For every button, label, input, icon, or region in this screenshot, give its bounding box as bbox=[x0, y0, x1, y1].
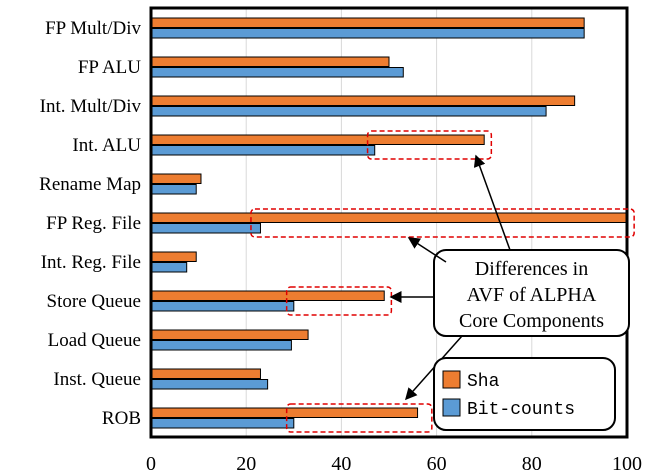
bar-bit-counts bbox=[150, 145, 376, 156]
bar-sha bbox=[150, 212, 628, 223]
bar-sha bbox=[150, 95, 576, 106]
legend-swatch bbox=[442, 370, 461, 389]
bar-sha bbox=[150, 290, 385, 301]
x-tick-label: 80 bbox=[522, 453, 542, 474]
bar-sha bbox=[150, 56, 390, 67]
category-label: FP Reg. File bbox=[46, 213, 141, 234]
bar-sha bbox=[150, 407, 419, 418]
x-tick-label: 100 bbox=[612, 453, 642, 474]
bar-bit-counts bbox=[150, 28, 585, 39]
bar-bit-counts bbox=[150, 106, 547, 117]
category-label: Int. Reg. File bbox=[41, 252, 141, 273]
bar-bit-counts bbox=[150, 418, 295, 429]
category-label: Load Queue bbox=[48, 330, 141, 351]
bar-bit-counts bbox=[150, 67, 404, 78]
annotation-line: Core Components bbox=[459, 310, 604, 332]
highlight-box bbox=[285, 403, 433, 433]
x-tick-label: 0 bbox=[146, 453, 156, 474]
bar-bit-counts bbox=[150, 184, 197, 195]
bar-sha bbox=[150, 368, 261, 379]
annotation-line: Differences in bbox=[475, 258, 588, 280]
bar-bit-counts bbox=[150, 379, 269, 390]
highlight-box bbox=[366, 130, 493, 160]
x-tick-label: 20 bbox=[236, 453, 256, 474]
category-label: Store Queue bbox=[47, 291, 141, 312]
bar-bit-counts bbox=[150, 301, 295, 312]
legend-swatch bbox=[442, 398, 461, 417]
category-label: ROB bbox=[102, 408, 141, 429]
annotation-box bbox=[433, 249, 630, 337]
bar-sha bbox=[150, 251, 197, 262]
bar-bit-counts bbox=[150, 262, 188, 273]
highlight-box bbox=[250, 208, 635, 238]
category-label: Int. ALU bbox=[72, 135, 141, 156]
bar-sha bbox=[150, 134, 485, 145]
category-label: Rename Map bbox=[39, 174, 141, 195]
bar-bit-counts bbox=[150, 340, 292, 351]
category-label: FP ALU bbox=[78, 57, 141, 78]
category-label: Inst. Queue bbox=[53, 369, 141, 390]
bar-sha bbox=[150, 173, 202, 184]
category-label: FP Mult/Div bbox=[45, 18, 141, 39]
bar-bit-counts bbox=[150, 223, 261, 234]
category-label: Int. Mult/Div bbox=[40, 96, 142, 117]
bar-sha bbox=[150, 329, 309, 340]
x-tick-label: 40 bbox=[331, 453, 351, 474]
annotation-line: AVF of ALPHA bbox=[467, 284, 597, 306]
legend-box bbox=[433, 357, 616, 431]
legend-label: Sha bbox=[467, 372, 500, 392]
bar-sha bbox=[150, 17, 585, 28]
annotation-arrow bbox=[473, 154, 511, 251]
x-tick-label: 60 bbox=[427, 453, 447, 474]
plot-frame bbox=[149, 6, 629, 439]
legend-label: Bit-counts bbox=[467, 400, 575, 420]
annotation-arrow bbox=[407, 237, 447, 263]
